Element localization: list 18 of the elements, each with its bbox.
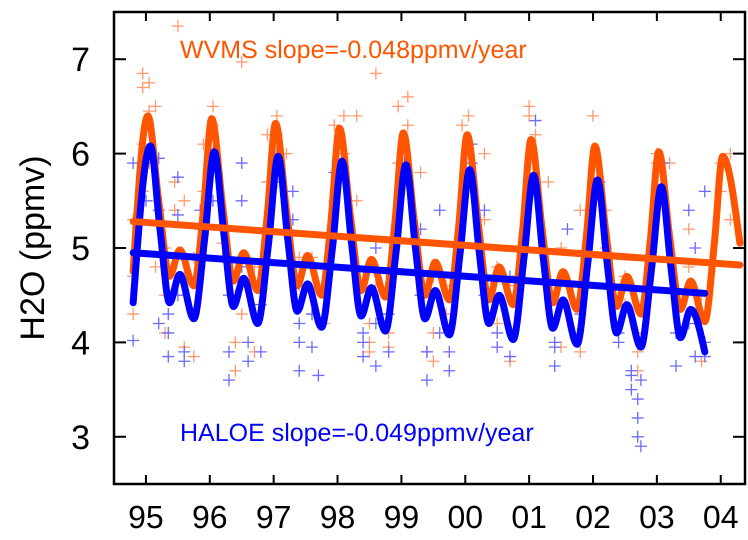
x-tick-label: 01 [511, 499, 547, 535]
text: WVMS slope=-0.048ppmv/year [180, 36, 527, 64]
x-tick-label: 03 [639, 499, 675, 535]
x-tick-label: 98 [320, 499, 356, 535]
text: HALOE slope=-0.049ppmv/year [180, 419, 534, 447]
x-tick-label: 04 [702, 499, 739, 535]
y-tick-label: 4 [71, 324, 90, 362]
y-axis-title: H2O (ppmv) [14, 155, 52, 341]
x-tick-label: 95 [128, 499, 164, 535]
y-tick-label: 6 [71, 136, 90, 174]
y-tick-label: 7 [71, 41, 90, 80]
x-tick-label: 99 [384, 499, 420, 535]
x-tick-label: 96 [192, 499, 228, 535]
x-tick-label: 97 [256, 499, 292, 535]
x-tick-label: 00 [447, 499, 484, 535]
x-tick-label: 02 [575, 499, 611, 535]
y-tick-label: 3 [71, 418, 90, 457]
y-tick-label: 5 [71, 230, 90, 268]
